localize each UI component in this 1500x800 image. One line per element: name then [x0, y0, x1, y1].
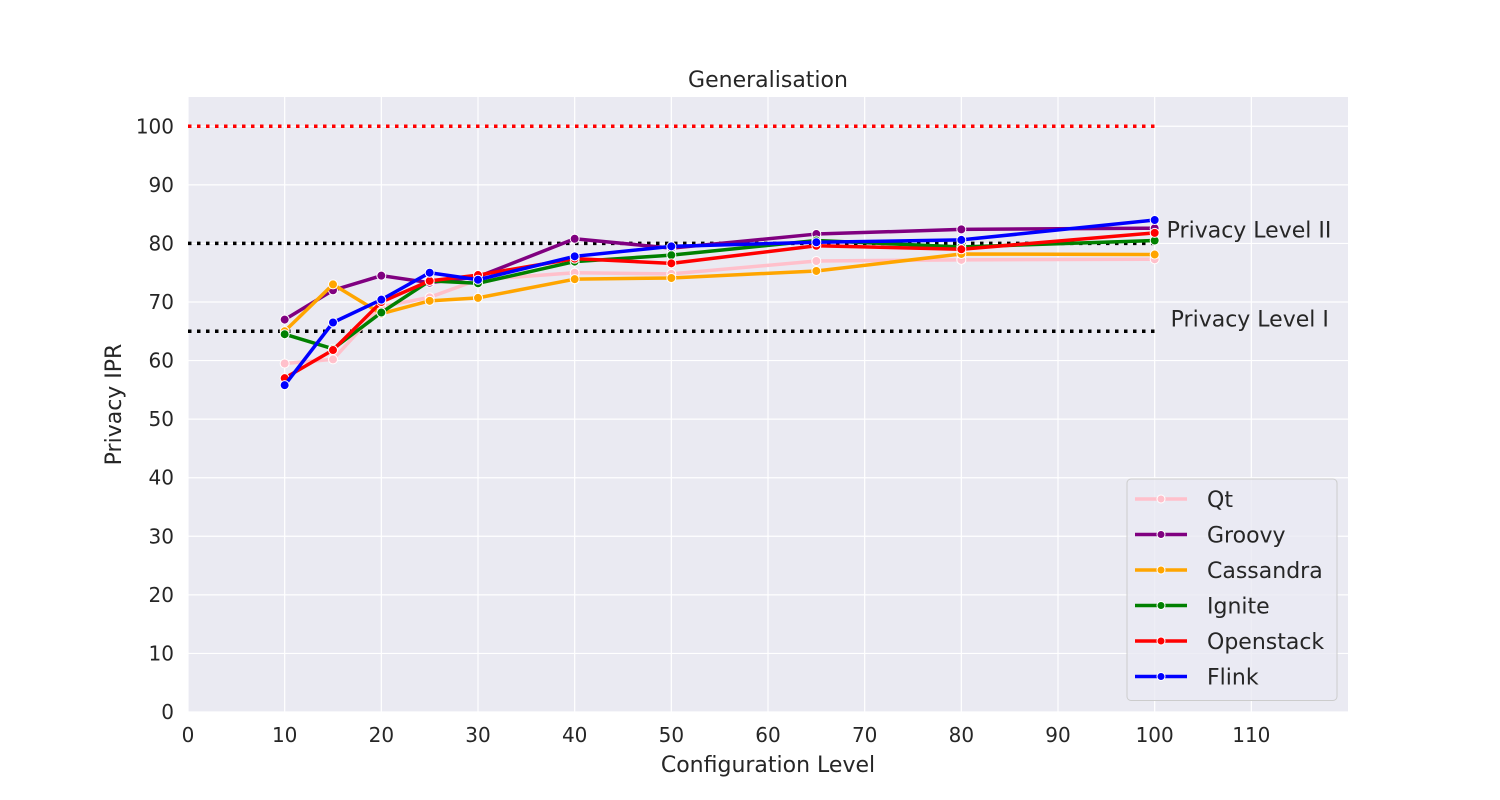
x-tick-label: 110 [1232, 723, 1270, 747]
legend-label: Groovy [1207, 524, 1286, 549]
series-flink [279, 215, 1160, 391]
x-tick-label: 60 [755, 723, 780, 747]
data-point [569, 274, 580, 285]
data-point [666, 250, 677, 261]
x-tick-label: 50 [659, 723, 684, 747]
x-tick-label: 40 [562, 723, 587, 747]
legend-item: Qt [1135, 488, 1233, 513]
data-point [1149, 215, 1160, 225]
legend-item: Cassandra [1135, 559, 1323, 584]
data-point [666, 272, 677, 283]
data-point [956, 224, 967, 235]
data-point [1149, 249, 1160, 260]
y-tick-label: 90 [149, 173, 174, 197]
data-point [376, 270, 387, 281]
data-point [279, 329, 290, 340]
data-point [328, 345, 338, 356]
data-point [328, 317, 338, 328]
x-tick-label: 90 [1045, 723, 1070, 747]
y-tick-label: 40 [149, 466, 174, 490]
series-line [282, 252, 1157, 334]
data-point [811, 237, 822, 248]
series-line [282, 218, 1157, 387]
x-tick-label: 10 [272, 723, 297, 747]
data-point [424, 275, 435, 286]
legend-label: Ignite [1207, 595, 1270, 620]
legend-label: Cassandra [1207, 559, 1323, 584]
data-point [279, 358, 290, 369]
y-axis-label: Privacy IPR [102, 344, 127, 466]
x-tick-label: 20 [369, 723, 394, 747]
legend-marker [1156, 636, 1166, 646]
x-tick-label: 100 [1136, 723, 1174, 747]
data-point [328, 354, 338, 365]
legend-marker [1156, 530, 1166, 539]
legend-label: Qt [1207, 488, 1233, 513]
legend-marker [1156, 494, 1166, 504]
series-layer [279, 215, 1160, 391]
data-point [811, 256, 822, 266]
legend-marker [1156, 601, 1166, 610]
legend-marker [1156, 672, 1166, 681]
x-tick-label: 0 [182, 723, 195, 747]
data-point [424, 295, 435, 306]
x-tick-label: 30 [465, 723, 490, 747]
data-point [473, 292, 483, 303]
series-cassandra [279, 248, 1160, 337]
reference-line-label: Privacy Level II [1167, 218, 1332, 243]
chart-title: Generalisation [688, 68, 848, 93]
y-tick-label: 0 [161, 700, 174, 724]
y-tick-label: 100 [136, 114, 174, 138]
legend-marker [1156, 565, 1166, 575]
legend: Qt Groovy Cassandra Ignite Openstack Flink [1126, 478, 1338, 701]
data-point [376, 307, 387, 318]
tick-labels: 0 10 20 30 40 50 60 70 80 90 100 110 0 10 20 30 40 50 60 70… [136, 114, 1271, 747]
y-tick-label: 50 [149, 407, 174, 431]
y-tick-label: 70 [149, 290, 174, 314]
x-tick-label: 80 [949, 723, 974, 747]
y-tick-label: 20 [149, 583, 174, 607]
legend-label: Flink [1207, 666, 1259, 691]
reference-line-label: Privacy Level I [1171, 307, 1329, 332]
x-axis-label: Configuration Level [661, 753, 875, 778]
data-point [666, 258, 677, 269]
legend-item: Flink [1135, 666, 1259, 691]
data-point [569, 251, 580, 262]
data-point [328, 279, 338, 290]
data-point [376, 294, 387, 305]
legend-item: Openstack [1135, 630, 1324, 655]
data-point [956, 234, 967, 245]
y-tick-label: 10 [149, 641, 174, 665]
data-point [279, 314, 290, 325]
y-tick-label: 60 [149, 349, 174, 373]
series-line [282, 238, 1157, 351]
data-point [1149, 227, 1160, 238]
y-tick-label: 80 [149, 231, 174, 255]
data-point [473, 274, 483, 285]
series-line [282, 226, 1157, 322]
series-line [282, 257, 1157, 366]
data-point [569, 233, 580, 244]
data-point [956, 244, 967, 255]
annotations: Privacy Level II Privacy Level I [1167, 218, 1332, 332]
legend-item: Ignite [1135, 595, 1270, 620]
data-point [666, 241, 677, 252]
data-point [811, 265, 822, 276]
data-point [279, 380, 290, 391]
y-tick-label: 30 [149, 524, 174, 548]
legend-label: Openstack [1207, 630, 1324, 655]
data-point [424, 267, 435, 278]
legend-item: Groovy [1135, 524, 1286, 549]
x-tick-label: 70 [852, 723, 877, 747]
